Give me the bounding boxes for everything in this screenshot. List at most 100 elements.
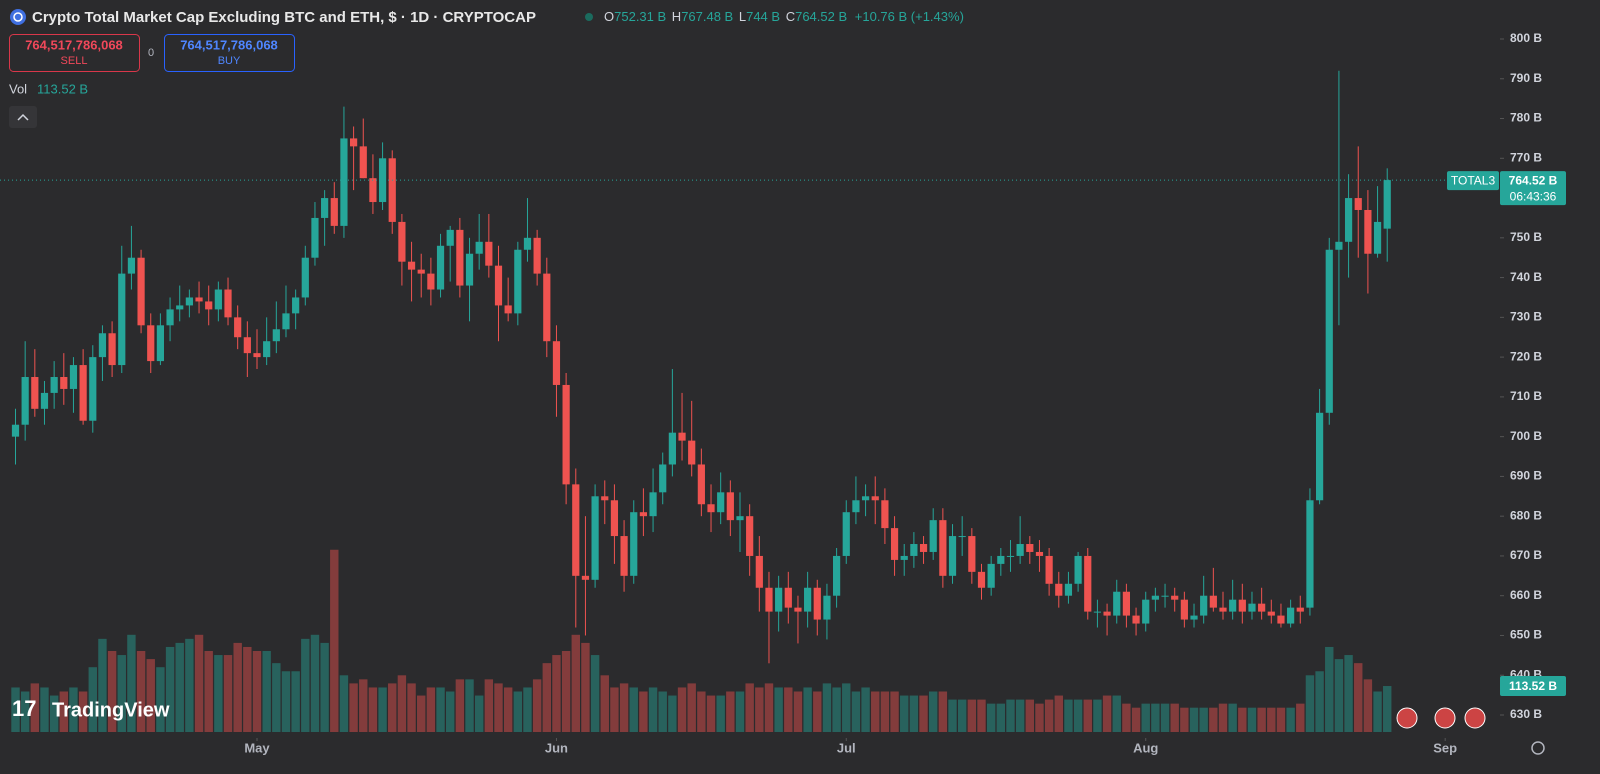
volume-bar (900, 695, 909, 732)
sell-label[interactable]: SELL (61, 55, 88, 67)
event-flags[interactable] (1396, 707, 1486, 729)
candle-body (1344, 198, 1353, 242)
volume-bar (320, 642, 329, 732)
brand-name: TradingView (52, 699, 170, 721)
countdown-text: 06:43:36 (1510, 189, 1557, 203)
volume-bar (735, 691, 745, 732)
market-status (585, 13, 593, 21)
volume-bar (339, 675, 349, 732)
candle-body (1142, 599, 1150, 624)
y-tick-label: 690 B (1510, 469, 1542, 483)
candle-body (1093, 611, 1102, 613)
candle-body (668, 432, 676, 465)
collapse-box[interactable] (9, 106, 37, 128)
volume-bar (165, 646, 175, 732)
candle-body (417, 269, 425, 274)
candle-body (610, 500, 619, 537)
candle-body (581, 575, 590, 580)
y-tick-label: 630 B (1510, 707, 1542, 721)
candle-body (591, 496, 599, 580)
volume-bar (417, 695, 426, 732)
candle-body (948, 536, 957, 576)
volume-bar (697, 691, 706, 732)
candle-body (11, 424, 20, 437)
volume-bar (1112, 695, 1121, 732)
y-tick-label: 670 B (1510, 548, 1542, 562)
volume-bar (378, 687, 387, 732)
buy-box[interactable] (164, 34, 295, 72)
volume-bar (832, 687, 841, 732)
candle-body (504, 305, 512, 314)
symbol-icon-ring (13, 12, 23, 22)
candle-body (1267, 611, 1275, 616)
volume-bar (214, 655, 223, 732)
y-tick-label: 740 B (1510, 270, 1542, 284)
candle-body (1035, 551, 1044, 556)
volume-key: Vol (9, 81, 27, 96)
candle-body (456, 229, 464, 286)
volume-bar (49, 695, 59, 732)
volume-bar (919, 695, 928, 732)
collapse-button[interactable] (9, 106, 37, 128)
candle-body (717, 492, 725, 513)
volume-bar (368, 687, 378, 732)
volume-bar (291, 671, 300, 732)
candle-body (543, 273, 551, 342)
candle-body (388, 158, 396, 222)
buy-label[interactable]: BUY (218, 55, 241, 67)
candle-body (1238, 599, 1246, 612)
volume-bar (784, 687, 793, 732)
candle-body (1084, 555, 1092, 612)
volume-bar (600, 675, 609, 732)
volume-bar (465, 679, 474, 732)
candle-body (533, 237, 541, 274)
change-value: +10.76 B (+1.43%) (855, 9, 964, 24)
volume-bar (532, 679, 542, 732)
buy-button[interactable]: 764,517,786,068 BUY (164, 34, 295, 72)
settings-icon[interactable] (1531, 741, 1545, 755)
collapse-icon[interactable] (17, 113, 29, 121)
volume-bar (69, 687, 78, 732)
candle-body (1026, 544, 1034, 552)
buy-price[interactable]: 764,517,786,068 (180, 37, 278, 52)
candle-body (678, 432, 686, 441)
volume-bar (117, 655, 126, 732)
volume-bar (494, 683, 503, 732)
event-flag[interactable] (1396, 707, 1418, 729)
candle-body (60, 377, 68, 389)
volume-bar (745, 683, 754, 732)
volume-bar (107, 651, 117, 732)
candle-body (465, 253, 474, 286)
volume-bar (98, 638, 107, 732)
candle-body (359, 146, 367, 179)
volume-bar (1228, 703, 1237, 732)
event-flag[interactable] (1434, 707, 1456, 729)
candle-body (282, 313, 290, 330)
candle-body (659, 464, 667, 493)
candle-body (1209, 595, 1217, 608)
sell-button[interactable]: 764,517,786,068 SELL (9, 34, 140, 72)
symbol-tag-text: TOTAL3 (1451, 173, 1496, 187)
y-tick-label: 660 B (1510, 588, 1542, 602)
sell-price[interactable]: 764,517,786,068 (25, 37, 123, 52)
volume-bar (1267, 707, 1276, 732)
candle-body (118, 273, 126, 366)
event-flag[interactable] (1464, 707, 1486, 729)
candle-body (1296, 607, 1304, 612)
sell-box[interactable] (9, 34, 140, 72)
volume-bar (1180, 707, 1189, 732)
candle-body (523, 237, 532, 250)
candle-body (1190, 615, 1198, 620)
volume-bar (233, 642, 242, 732)
volume-bar (1276, 707, 1286, 732)
volume-bar (272, 663, 281, 732)
volume-bar (716, 695, 725, 732)
volume-bar (388, 683, 397, 732)
candle-body (1055, 583, 1063, 596)
candle-body (997, 555, 1005, 564)
candle-body (1373, 221, 1382, 254)
low-key: L (739, 9, 746, 24)
spread: 0 (148, 47, 154, 59)
y-tick-label: 750 B (1510, 230, 1542, 244)
